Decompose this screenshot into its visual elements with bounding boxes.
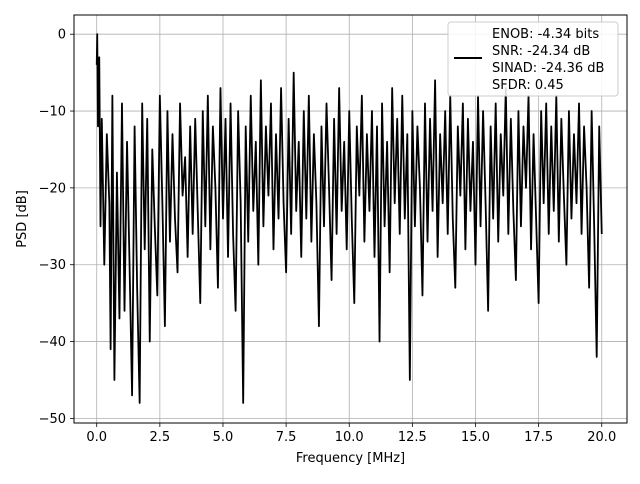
x-tick-label: 20.0: [587, 430, 616, 445]
x-tick-label: 15.0: [461, 430, 490, 445]
y-axis-label: PSD [dB]: [15, 190, 30, 248]
y-tick-label: 0: [58, 28, 66, 43]
x-tick-label: 0.0: [86, 430, 107, 445]
legend-box: [447, 21, 619, 97]
plot-frame: [73, 14, 628, 424]
x-axis-label: Frequency [MHz]: [296, 451, 405, 466]
y-tick-label: −50: [39, 412, 66, 427]
x-tick-label: 5.0: [213, 430, 234, 445]
x-tick-label: 2.5: [150, 430, 171, 445]
legend-text-snr: SNR: -24.34 dB: [492, 44, 590, 59]
y-tick-label: −30: [39, 258, 66, 273]
x-tick-label: 12.5: [398, 430, 427, 445]
y-tick-label: −10: [39, 105, 66, 120]
y-tick-label: −40: [39, 335, 66, 350]
legend-text-sfdr: SFDR: 0.45: [492, 78, 564, 93]
psd-series-line: [95, 33, 603, 404]
y-tick-label: −20: [39, 181, 66, 196]
legend-text-sinad: SINAD: -24.36 dB: [492, 61, 604, 76]
x-tick-label: 7.5: [276, 430, 297, 445]
legend: ENOB: -4.34 bits SNR: -24.34 dB SINAD: -…: [447, 21, 619, 97]
legend-text-enob: ENOB: -4.34 bits: [492, 27, 599, 42]
x-tick-label: 10.0: [335, 430, 364, 445]
y-ticks: 0 −10 −20 −30 −40 −50: [39, 28, 74, 427]
x-tick-label: 17.5: [524, 430, 553, 445]
x-ticks: 0.0 2.5 5.0 7.5 10.0 12.5 15.0 17.5 20.0: [86, 423, 616, 445]
